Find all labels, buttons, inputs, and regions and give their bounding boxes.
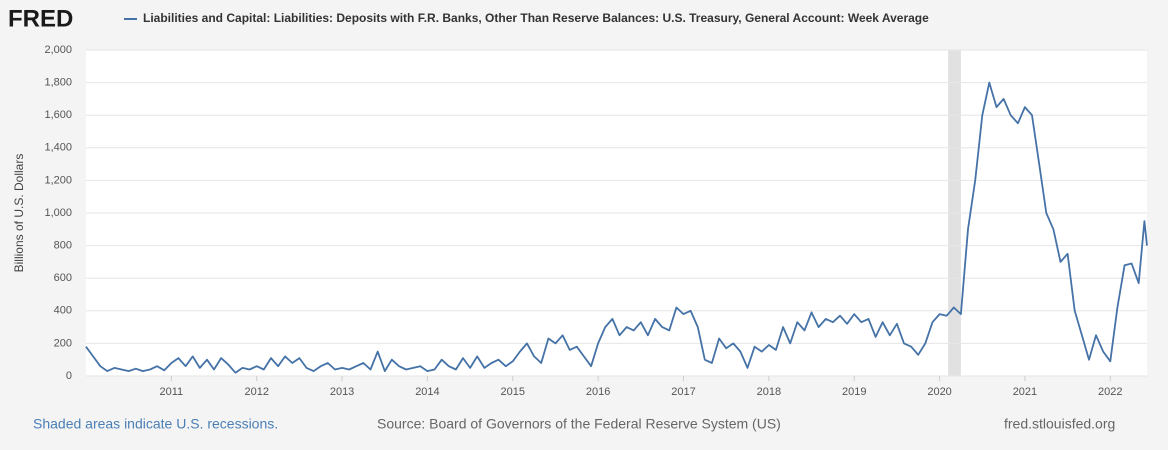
y-tick-label: 400 <box>54 305 72 317</box>
y-tick-label: 1,800 <box>44 77 72 89</box>
y-tick-label: 1,200 <box>44 174 72 186</box>
x-tick-label: 2011 <box>160 386 184 398</box>
data-line <box>85 81 1148 374</box>
y-tick-label: 1,400 <box>44 142 72 154</box>
x-tick-label: 2022 <box>1098 386 1122 398</box>
x-tick-label: 2020 <box>927 386 951 398</box>
y-tick-label: 2,000 <box>44 44 72 56</box>
brand-logo: FRED <box>8 5 73 32</box>
site-link[interactable]: fred.stlouisfed.org <box>1004 416 1115 432</box>
y-tick-label: 200 <box>54 337 72 349</box>
y-tick-label: 800 <box>54 240 72 252</box>
x-tick-label: 2012 <box>244 386 268 398</box>
y-tick-label: 1,600 <box>44 109 72 121</box>
x-tick-label: 2015 <box>501 386 525 398</box>
legend-label: Liabilities and Capital: Liabilities: De… <box>143 11 929 25</box>
recession-note[interactable]: Shaded areas indicate U.S. recessions. <box>33 416 278 432</box>
x-tick-label: 2013 <box>330 386 354 398</box>
y-tick-label: 0 <box>66 370 72 382</box>
x-tick-label: 2018 <box>757 386 781 398</box>
y-axis-label: Billions of U.S. Dollars <box>12 154 26 273</box>
x-tick-label: 2019 <box>842 386 866 398</box>
y-tick-label: 600 <box>54 272 72 284</box>
x-tick-label: 2021 <box>1013 386 1037 398</box>
y-tick-label: 1,000 <box>44 207 72 219</box>
source: Source: Board of Governors of the Federa… <box>377 416 781 432</box>
x-tick-label: 2016 <box>586 386 610 398</box>
x-tick-label: 2014 <box>415 386 439 398</box>
x-tick-label: 2017 <box>671 386 695 398</box>
